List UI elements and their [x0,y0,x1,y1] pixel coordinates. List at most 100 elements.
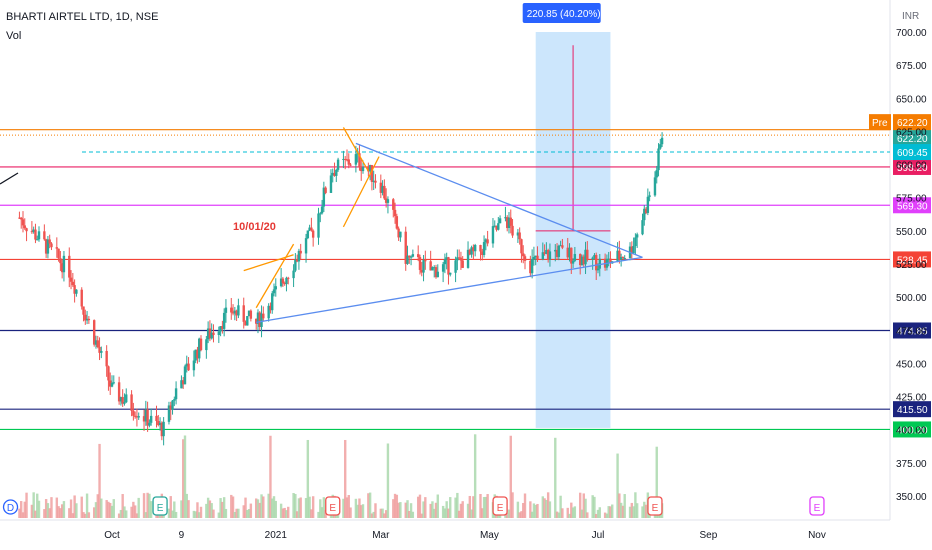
price-tag-bg-2 [893,144,931,161]
volume-bar [436,494,439,518]
candle-body [336,159,340,170]
candle-body [354,154,358,165]
candle-body [472,247,475,252]
candle-body [262,313,265,319]
level-tag-598.20: 598.20 [897,163,928,174]
candle-body [418,257,422,270]
volume-bar [404,502,407,518]
earnings-marker[interactable] [492,496,508,516]
earnings-marker[interactable] [325,496,341,516]
candle-body [260,313,263,327]
y-tick-575.00: 575.00 [896,194,927,205]
candle-body [157,421,160,426]
candle-body [406,255,409,264]
volume-bar [536,503,539,518]
volume-bar [206,497,210,518]
volume-bar [308,496,311,518]
volume-bar [98,443,101,518]
volume-bar [509,435,512,518]
candle-body [566,247,569,258]
volume-bar [457,510,461,518]
candle-body [456,257,459,261]
volume-bar [62,501,66,518]
volume-bar [230,494,233,518]
volume-bar [655,446,658,518]
candle-body [205,339,208,351]
candle-body [648,195,651,197]
candle-body [233,310,237,314]
volume-bar [461,501,464,518]
candle-body [320,206,324,214]
volume-bar [586,512,589,518]
volume-bar [641,506,644,518]
candle-body [244,321,247,326]
volume-bar [568,513,571,518]
level-tag-474.85: 474.85 [897,326,928,337]
volume-bar [561,508,564,518]
volume-bar [424,497,427,518]
volume-bar [368,492,372,518]
candle-body [491,226,495,244]
candle-body [554,249,557,252]
candle-body [80,289,83,307]
candle-body [447,257,450,275]
candle-body [162,421,165,437]
y-tick-400.00: 400.00 [896,426,927,437]
price-tag-2: 609.45 [897,148,928,159]
level-tag-415.50: 415.50 [897,405,928,416]
event-marker-letter: D [7,503,14,514]
volume-bar [292,493,295,518]
candle-body [221,326,224,329]
volume-bar [630,502,634,518]
candle-body [532,257,536,260]
candle-body [481,251,484,255]
candle-body [308,227,311,231]
candle-body [548,251,552,260]
volume-bar [199,506,203,518]
volume-bar [603,512,607,518]
dividend-marker[interactable] [2,499,19,515]
x-tick-Sep: Sep [699,530,717,541]
candle-body [36,239,39,241]
earnings-marker[interactable] [809,496,825,516]
candle-body [546,249,550,260]
volume-bar [367,493,370,518]
candle-body [623,258,626,260]
volume-bar [142,493,146,518]
volume-bar [431,501,434,518]
volume-bar [133,505,137,518]
y-tick-550.00: 550.00 [896,227,927,238]
candle-body [618,250,621,260]
volume-bar [36,493,39,518]
volume-bar [447,508,450,518]
earnings-marker[interactable] [152,496,168,516]
volume-bar [221,501,224,518]
volume-bar [456,492,459,518]
volume-bar [183,435,187,518]
candle-body [198,338,201,359]
volume-bar [534,504,537,518]
earnings-marker[interactable] [647,496,663,516]
pre-prefix-label: Pre [872,118,888,129]
volume-bar [516,501,520,518]
candle-body [344,158,347,160]
volume-bar [598,507,601,518]
candle-body [119,397,123,402]
candle-body [219,326,222,332]
candle-body [110,382,114,387]
y-tick-600.00: 600.00 [896,161,927,172]
volume-bar [593,496,596,518]
candle-body [573,253,577,261]
y-tick-475.00: 475.00 [896,326,927,337]
candle-body [217,331,221,336]
volume-bar [18,508,21,518]
candle-body [292,270,295,279]
volume-bar [481,508,484,518]
volume-bar [479,493,482,518]
volume-bar [208,500,212,518]
candle-body [568,247,571,258]
candle-body [498,218,502,224]
candle-body [94,340,98,345]
